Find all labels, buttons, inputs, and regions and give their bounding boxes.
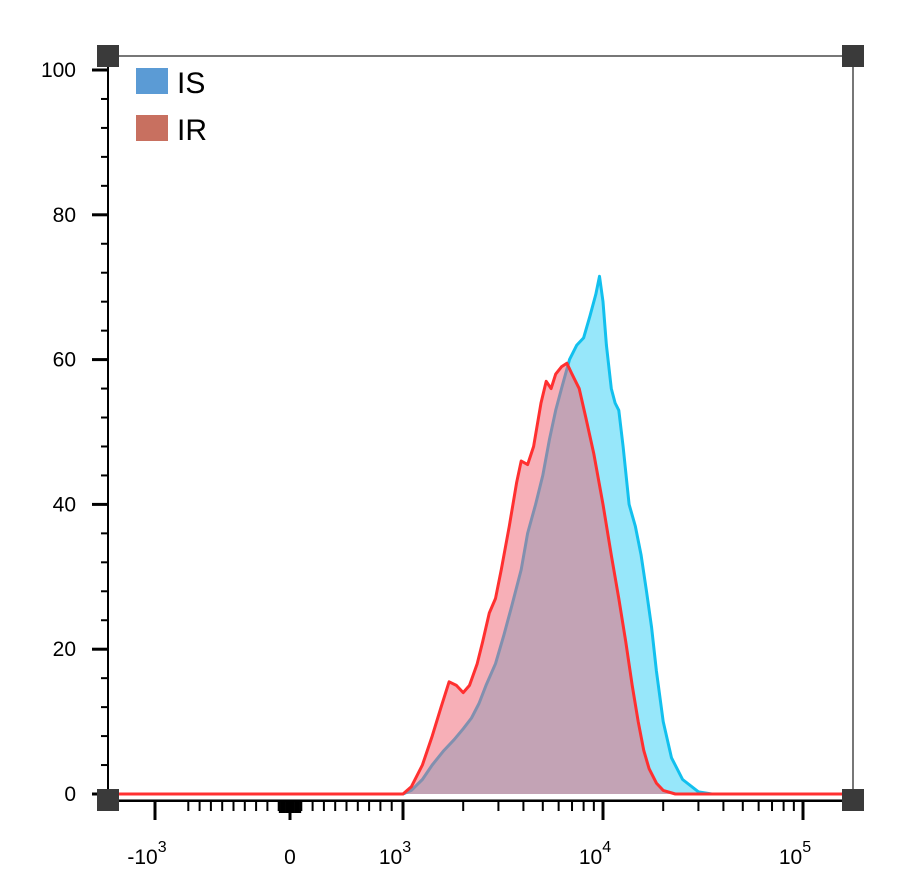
gate-handles: [97, 45, 864, 811]
x-tick-label: 0: [284, 846, 296, 869]
corner-handle: [842, 45, 864, 67]
histogram-areas: [114, 274, 853, 796]
x-tick-label: 104: [579, 839, 611, 869]
corner-handle: [97, 789, 119, 811]
x-tick-label: 103: [379, 839, 411, 869]
series-ir-line: [114, 361, 853, 796]
y-tick-label: 20: [53, 638, 76, 661]
y-tick-label: 60: [53, 349, 76, 372]
y-axis: 0 20 40 60 80 100: [41, 56, 109, 806]
x-tick-label: 105: [779, 839, 811, 869]
legend-label-ir: IR: [177, 114, 207, 147]
corner-handle: [842, 789, 864, 811]
y-tick-label: 40: [53, 493, 76, 516]
series-ir-area: [114, 363, 853, 794]
y-tick-label: 80: [53, 204, 76, 227]
legend: IS IR: [136, 67, 207, 147]
y-tick-label: 0: [64, 783, 76, 806]
corner-handle: [97, 45, 119, 67]
x-tick-label: -103: [127, 839, 166, 869]
legend-swatch-ir: [136, 115, 168, 141]
legend-label-is: IS: [177, 67, 205, 100]
legend-swatch-is: [136, 68, 168, 94]
x-axis: -103 0 103 104 105: [108, 800, 853, 869]
y-tick-label: 100: [41, 59, 76, 82]
